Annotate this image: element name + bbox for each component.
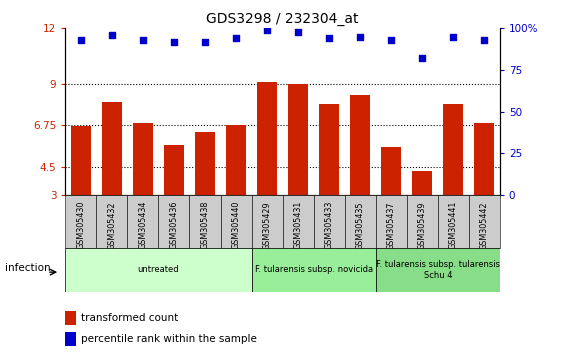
- Point: [107, 32, 116, 38]
- Bar: [474, 122, 494, 195]
- Text: transformed count: transformed count: [81, 313, 178, 323]
- Text: GSM305440: GSM305440: [232, 201, 240, 250]
- Text: GSM305434: GSM305434: [139, 201, 148, 250]
- Bar: [71, 126, 91, 195]
- Point: [294, 29, 303, 34]
- Text: GSM305436: GSM305436: [169, 201, 178, 250]
- Point: [480, 37, 489, 43]
- Bar: [65, 312, 76, 325]
- Point: [201, 39, 210, 45]
- Point: [417, 56, 427, 61]
- Bar: [283, 195, 314, 248]
- Bar: [127, 195, 158, 248]
- Text: percentile rank within the sample: percentile rank within the sample: [81, 334, 256, 344]
- Title: GDS3298 / 232304_at: GDS3298 / 232304_at: [206, 12, 359, 26]
- Bar: [97, 195, 127, 248]
- Bar: [190, 195, 220, 248]
- Bar: [65, 195, 97, 248]
- Bar: [314, 195, 345, 248]
- Bar: [226, 125, 246, 195]
- Bar: [375, 248, 500, 292]
- Bar: [164, 145, 184, 195]
- Text: GSM305441: GSM305441: [449, 201, 458, 250]
- Point: [76, 37, 85, 43]
- Bar: [350, 95, 370, 195]
- Text: GSM305430: GSM305430: [76, 201, 85, 250]
- Bar: [133, 122, 153, 195]
- Bar: [438, 195, 469, 248]
- Bar: [407, 195, 438, 248]
- Bar: [469, 195, 500, 248]
- Text: GSM305433: GSM305433: [325, 201, 333, 250]
- Text: GSM305431: GSM305431: [294, 201, 303, 250]
- Bar: [252, 248, 375, 292]
- Point: [262, 27, 272, 33]
- Bar: [443, 104, 463, 195]
- Text: F. tularensis subsp. tularensis
Schu 4: F. tularensis subsp. tularensis Schu 4: [376, 260, 500, 280]
- Point: [139, 37, 148, 43]
- Bar: [375, 195, 407, 248]
- Text: GSM305437: GSM305437: [387, 201, 396, 250]
- Text: GSM305442: GSM305442: [480, 201, 489, 250]
- Bar: [381, 147, 402, 195]
- Bar: [345, 195, 375, 248]
- Text: GSM305439: GSM305439: [417, 201, 427, 250]
- Text: GSM305432: GSM305432: [107, 201, 116, 250]
- Bar: [195, 132, 215, 195]
- Bar: [158, 195, 190, 248]
- Bar: [102, 102, 122, 195]
- Bar: [288, 84, 308, 195]
- Text: F. tularensis subsp. novicida: F. tularensis subsp. novicida: [254, 266, 373, 274]
- Bar: [257, 82, 277, 195]
- Bar: [220, 195, 252, 248]
- Text: GSM305435: GSM305435: [356, 201, 365, 250]
- Point: [324, 35, 333, 41]
- Text: untreated: untreated: [137, 266, 179, 274]
- Text: GSM305438: GSM305438: [201, 201, 210, 250]
- Point: [169, 39, 178, 45]
- Point: [356, 34, 365, 40]
- Text: GSM305429: GSM305429: [262, 201, 272, 250]
- Bar: [65, 332, 76, 346]
- Bar: [319, 104, 339, 195]
- Bar: [252, 195, 283, 248]
- Point: [387, 37, 396, 43]
- Point: [449, 34, 458, 40]
- Point: [232, 35, 241, 41]
- Bar: [65, 248, 252, 292]
- Text: infection: infection: [5, 263, 51, 273]
- Bar: [412, 171, 432, 195]
